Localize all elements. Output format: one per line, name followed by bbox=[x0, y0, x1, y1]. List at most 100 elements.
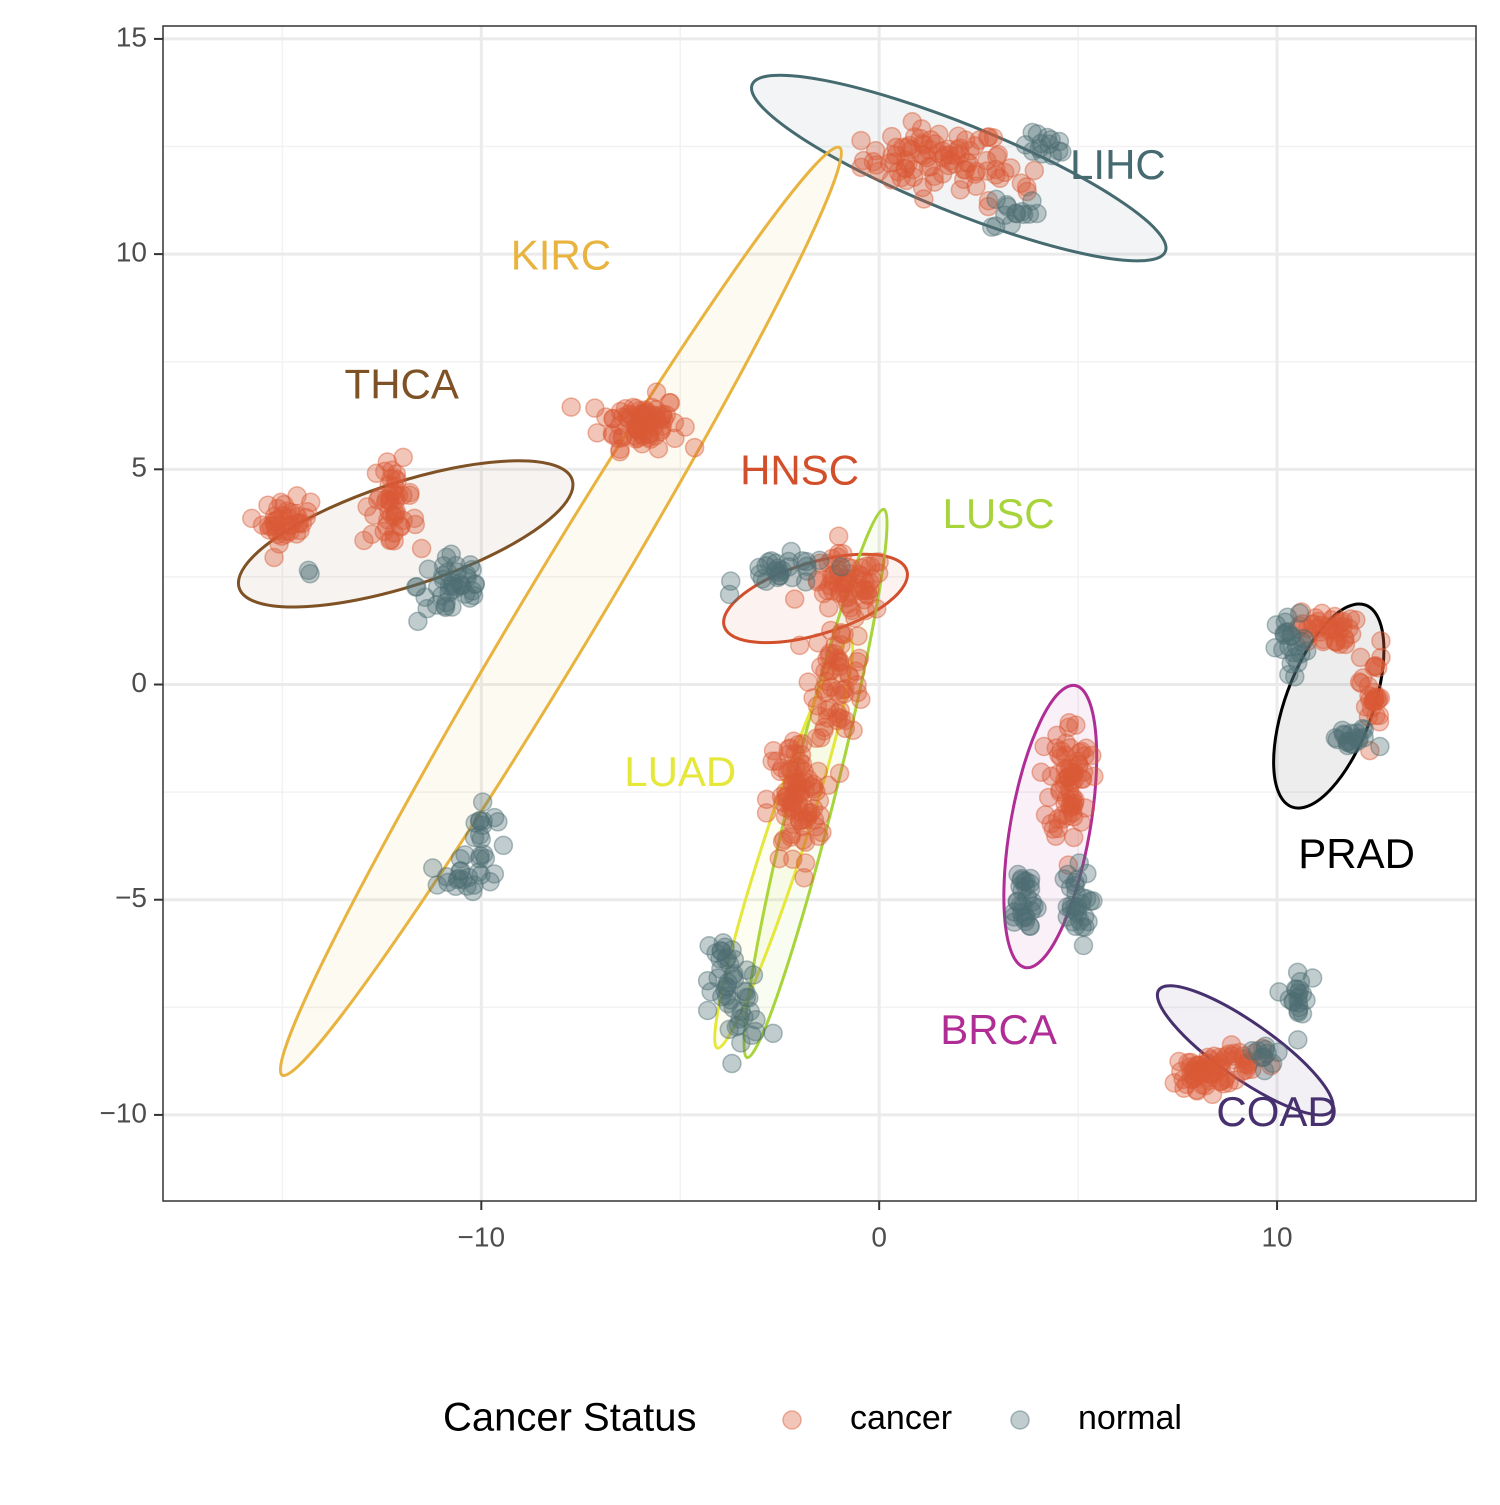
point-hnsc-cancer bbox=[810, 553, 830, 573]
point-thca-cancer bbox=[277, 501, 298, 521]
point-luad-cancer bbox=[777, 786, 797, 806]
point-prad-cancer bbox=[1369, 705, 1390, 726]
point-luad-cancer bbox=[775, 806, 796, 826]
point-luad-cancer bbox=[809, 826, 829, 847]
point-coad-cancer bbox=[1229, 1042, 1250, 1063]
x-tick-label: 0 bbox=[871, 1221, 887, 1252]
point-thca-normal bbox=[427, 577, 448, 598]
point-thca-cancer bbox=[400, 482, 420, 503]
point-brca-normal bbox=[1020, 873, 1040, 894]
point-brca-normal bbox=[1083, 891, 1103, 911]
point-lusc-cancer bbox=[803, 688, 823, 708]
point-lusc-cancer bbox=[833, 680, 853, 700]
point-lihc-cancer bbox=[994, 162, 1015, 183]
point-lusc-cancer bbox=[811, 727, 831, 748]
point-lihc-normal bbox=[1052, 142, 1072, 162]
point-coad-cancer bbox=[1199, 1064, 1219, 1085]
point-thca-cancer bbox=[264, 547, 284, 568]
point-brca-normal bbox=[1069, 853, 1089, 873]
point-hnsc-normal bbox=[756, 556, 776, 576]
point-luad-normal bbox=[710, 949, 730, 969]
point-thca-cancer bbox=[276, 521, 297, 542]
point-lihc-normal bbox=[1012, 201, 1032, 222]
point-thca-cancer bbox=[369, 487, 390, 507]
point-hnsc-cancer bbox=[818, 598, 839, 618]
point-lusc-cancer bbox=[830, 700, 850, 721]
point-lusc-cancer bbox=[831, 708, 851, 729]
point-lusc-cancer bbox=[817, 700, 837, 720]
point-kirc-normal bbox=[473, 844, 494, 864]
point-coad-normal bbox=[1247, 1041, 1268, 1061]
point-prad-cancer bbox=[1358, 676, 1379, 696]
point-brca-cancer bbox=[1069, 754, 1089, 775]
point-prad-cancer bbox=[1359, 685, 1379, 706]
point-coad-cancer bbox=[1196, 1076, 1216, 1096]
point-coad-normal bbox=[1289, 980, 1310, 1000]
point-coad-cancer bbox=[1197, 1053, 1217, 1073]
point-thca-normal bbox=[457, 568, 477, 588]
point-thca-cancer bbox=[381, 529, 401, 550]
point-luad-cancer bbox=[803, 798, 824, 819]
point-coad-cancer bbox=[1169, 1051, 1189, 1072]
point-hnsc-normal bbox=[796, 551, 817, 572]
point-coad-cancer bbox=[1198, 1047, 1218, 1068]
point-kirc-normal bbox=[484, 864, 505, 884]
point-lihc-cancer bbox=[866, 155, 887, 175]
point-brca-normal bbox=[1074, 906, 1095, 927]
point-lihc-cancer bbox=[977, 127, 998, 148]
point-kirc-cancer bbox=[650, 409, 671, 430]
point-kirc-normal bbox=[471, 865, 491, 885]
point-luad-normal bbox=[717, 947, 738, 968]
point-prad-normal bbox=[1333, 724, 1354, 745]
point-coad-cancer bbox=[1213, 1050, 1233, 1071]
point-thca-normal bbox=[455, 584, 476, 604]
point-lihc-cancer bbox=[918, 139, 938, 160]
point-lihc-cancer bbox=[988, 144, 1008, 165]
point-luad-cancer bbox=[803, 774, 824, 795]
point-lusc-cancer bbox=[843, 720, 863, 741]
point-prad-cancer bbox=[1351, 673, 1371, 693]
point-coad-cancer bbox=[1180, 1057, 1201, 1077]
point-brca-cancer bbox=[1054, 775, 1075, 795]
point-prad-normal bbox=[1274, 623, 1294, 644]
point-luad-cancer bbox=[802, 777, 822, 797]
point-brca-cancer bbox=[1061, 762, 1082, 783]
point-luad-cancer bbox=[801, 802, 821, 823]
point-lihc-cancer bbox=[898, 153, 918, 174]
point-luad-cancer bbox=[781, 827, 801, 847]
point-prad-cancer bbox=[1366, 705, 1386, 726]
point-lihc-cancer bbox=[955, 130, 976, 150]
point-brca-normal bbox=[1011, 868, 1032, 889]
point-kirc-normal bbox=[469, 848, 490, 869]
point-brca-normal bbox=[1062, 912, 1083, 932]
point-lihc-cancer bbox=[925, 134, 945, 154]
point-luad-normal bbox=[711, 959, 731, 979]
point-brca-cancer bbox=[1075, 746, 1095, 766]
point-brca-normal bbox=[1020, 868, 1041, 889]
point-lusc-cancer bbox=[819, 698, 840, 718]
group-labels: LIHC KIRC THCA HNSC LUSC LUAD BRCA PRAD COAD bbox=[345, 141, 1415, 1135]
point-brca-normal bbox=[1020, 916, 1040, 936]
point-luad-normal bbox=[724, 949, 745, 970]
point-kirc-cancer bbox=[603, 425, 623, 445]
point-luad-normal bbox=[706, 943, 726, 963]
point-brca-cancer bbox=[1062, 772, 1083, 793]
point-brca-cancer bbox=[1060, 795, 1081, 816]
point-lusc-cancer bbox=[828, 707, 849, 728]
point-kirc-cancer bbox=[631, 416, 651, 436]
point-lihc-cancer bbox=[882, 145, 903, 165]
ellipse-kirc bbox=[278, 145, 843, 1078]
point-hnsc-cancer bbox=[824, 564, 844, 585]
point-lihc-cancer bbox=[903, 159, 924, 180]
point-prad-cancer bbox=[1328, 613, 1348, 634]
point-coad-cancer bbox=[1189, 1063, 1210, 1083]
point-thca-normal bbox=[442, 573, 463, 594]
point-thca-cancer bbox=[252, 515, 273, 535]
point-coad-normal bbox=[1287, 979, 1307, 1000]
point-prad-cancer bbox=[1287, 619, 1308, 639]
point-prad-cancer bbox=[1350, 647, 1371, 668]
point-lusc-normal bbox=[718, 972, 738, 993]
point-lihc-cancer bbox=[979, 127, 999, 147]
point-lusc-normal bbox=[721, 990, 741, 1010]
point-lusc-cancer bbox=[829, 685, 850, 706]
